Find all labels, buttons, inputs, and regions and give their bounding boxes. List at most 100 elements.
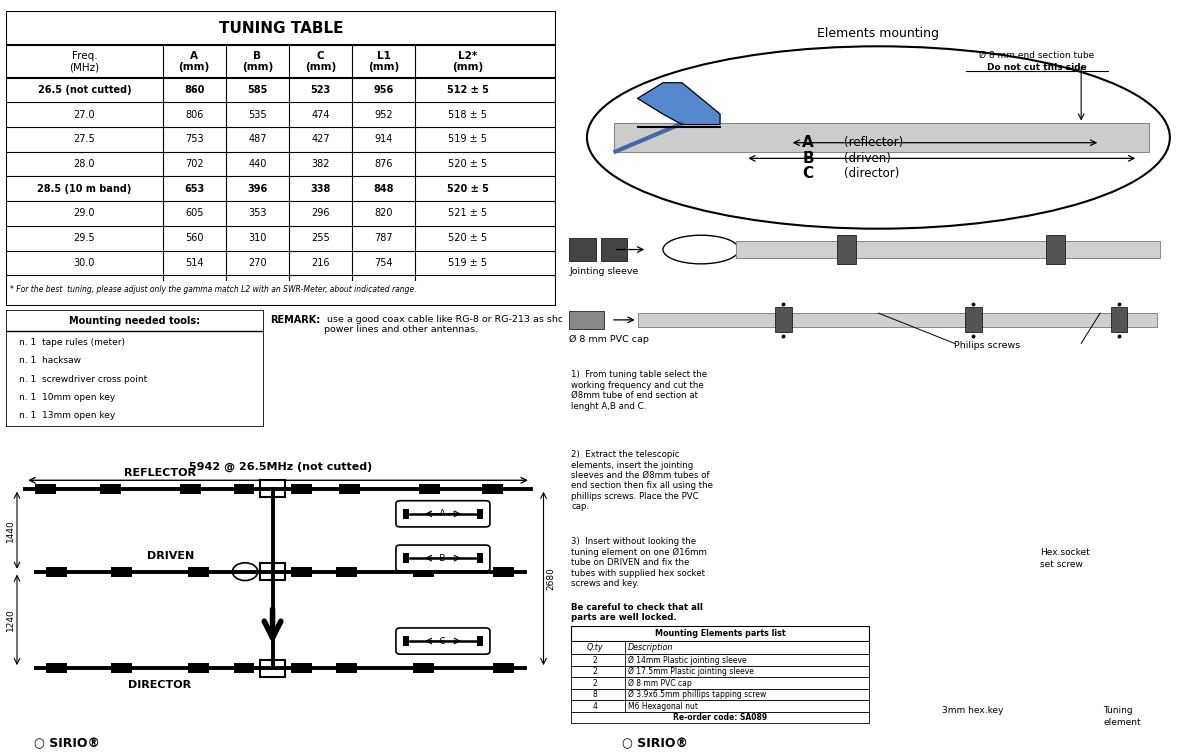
FancyBboxPatch shape <box>402 636 409 646</box>
Circle shape <box>233 562 258 581</box>
FancyBboxPatch shape <box>965 308 982 333</box>
Text: 216: 216 <box>311 258 330 268</box>
FancyBboxPatch shape <box>402 553 409 563</box>
FancyBboxPatch shape <box>110 567 132 577</box>
Text: 28.0: 28.0 <box>73 159 95 169</box>
Text: 952: 952 <box>374 110 394 119</box>
FancyBboxPatch shape <box>188 567 209 577</box>
FancyBboxPatch shape <box>260 563 284 580</box>
Text: L2*
(mm): L2* (mm) <box>452 51 484 73</box>
Text: 535: 535 <box>248 110 266 119</box>
Text: n. 1  screwdriver cross point: n. 1 screwdriver cross point <box>19 374 148 383</box>
Text: 440: 440 <box>248 159 266 169</box>
Ellipse shape <box>662 235 739 264</box>
Text: Re-order code: SA089: Re-order code: SA089 <box>673 713 767 722</box>
Text: M6 Hexagonal nut: M6 Hexagonal nut <box>628 702 698 711</box>
FancyBboxPatch shape <box>396 500 490 527</box>
Text: 512 ± 5: 512 ± 5 <box>446 85 488 95</box>
FancyBboxPatch shape <box>180 484 200 494</box>
Text: A: A <box>803 135 814 150</box>
Text: 26.5 (not cutted): 26.5 (not cutted) <box>37 85 131 95</box>
Text: L1
(mm): L1 (mm) <box>368 51 400 73</box>
Text: 5942 @ 26.5MHz (not cutted): 5942 @ 26.5MHz (not cutted) <box>190 461 372 472</box>
Text: 296: 296 <box>311 209 330 218</box>
FancyBboxPatch shape <box>736 241 1160 258</box>
FancyBboxPatch shape <box>413 567 434 577</box>
Text: C: C <box>803 166 814 181</box>
Text: 653: 653 <box>184 184 204 194</box>
Text: Philips screws: Philips screws <box>954 342 1021 351</box>
Text: 860: 860 <box>184 85 204 95</box>
Text: 820: 820 <box>374 209 394 218</box>
Text: (driven): (driven) <box>844 152 890 165</box>
FancyBboxPatch shape <box>1046 235 1066 264</box>
FancyBboxPatch shape <box>100 484 121 494</box>
Text: (reflector): (reflector) <box>844 136 902 149</box>
Text: use a good coax cable like RG-8 or RG-213 as short as possible to get the best p: use a good coax cable like RG-8 or RG-21… <box>324 314 1178 334</box>
Text: Ø 8 mm PVC cap: Ø 8 mm PVC cap <box>569 335 649 344</box>
Text: 560: 560 <box>185 233 204 243</box>
Text: 3mm hex.key: 3mm hex.key <box>942 706 1003 715</box>
Text: A
(mm): A (mm) <box>179 51 210 73</box>
Text: 518 ± 5: 518 ± 5 <box>448 110 487 119</box>
Text: 27.5: 27.5 <box>73 135 95 144</box>
Text: Q.ty: Q.ty <box>587 643 604 652</box>
FancyBboxPatch shape <box>571 655 869 666</box>
FancyBboxPatch shape <box>558 8 1199 742</box>
FancyBboxPatch shape <box>775 308 792 333</box>
FancyBboxPatch shape <box>476 509 484 519</box>
Text: 914: 914 <box>374 135 394 144</box>
Text: set screw: set screw <box>1040 560 1082 569</box>
FancyBboxPatch shape <box>46 567 67 577</box>
Text: 523: 523 <box>311 85 331 95</box>
Text: * For the best  tuning, please adjust only the gamma match L2 with an SWR-Meter,: * For the best tuning, please adjust onl… <box>11 286 418 295</box>
Text: 848: 848 <box>373 184 394 194</box>
Text: 2: 2 <box>593 679 598 688</box>
Text: Mounting Elements parts list: Mounting Elements parts list <box>655 629 785 638</box>
Text: 514: 514 <box>185 258 204 268</box>
Text: 396: 396 <box>247 184 268 194</box>
Text: n. 1  tape rules (meter): n. 1 tape rules (meter) <box>19 338 125 347</box>
Text: Do not cut this side: Do not cut this side <box>986 63 1087 72</box>
Text: 27.0: 27.0 <box>73 110 95 119</box>
Text: Jointing sleeve: Jointing sleeve <box>569 267 638 276</box>
Text: 2)  Extract the telescopic
elements, insert the jointing
sleeves and the Ø8mm tu: 2) Extract the telescopic elements, inse… <box>571 450 713 511</box>
FancyBboxPatch shape <box>601 238 628 261</box>
Text: 585: 585 <box>247 85 268 95</box>
Text: B: B <box>803 151 814 166</box>
FancyBboxPatch shape <box>336 663 358 673</box>
Text: Ø 3.9x6.5mm phillips tapping screw: Ø 3.9x6.5mm phillips tapping screw <box>628 690 767 699</box>
FancyBboxPatch shape <box>637 313 1157 327</box>
Text: 754: 754 <box>374 258 394 268</box>
Text: n. 1  13mm open key: n. 1 13mm open key <box>19 411 115 420</box>
Text: 605: 605 <box>185 209 204 218</box>
FancyBboxPatch shape <box>46 663 67 673</box>
Text: 310: 310 <box>248 233 266 243</box>
Text: 1)  From tuning table select the
working frequency and cut the
Ø8mm tube of end : 1) From tuning table select the working … <box>571 370 707 411</box>
Text: Ø 8 mm end section tube: Ø 8 mm end section tube <box>979 51 1094 60</box>
Text: 427: 427 <box>311 135 330 144</box>
FancyBboxPatch shape <box>482 484 503 494</box>
FancyBboxPatch shape <box>571 711 869 723</box>
Text: Hex.socket: Hex.socket <box>1040 548 1090 557</box>
Text: 29.5: 29.5 <box>73 233 95 243</box>
FancyBboxPatch shape <box>234 567 254 577</box>
Text: 753: 753 <box>185 135 204 144</box>
Text: C
(mm): C (mm) <box>305 51 336 73</box>
FancyBboxPatch shape <box>476 636 484 646</box>
Text: Freq.
(MHz): Freq. (MHz) <box>70 51 100 73</box>
FancyBboxPatch shape <box>571 666 869 677</box>
FancyBboxPatch shape <box>234 484 254 494</box>
Ellipse shape <box>587 46 1170 229</box>
FancyBboxPatch shape <box>0 428 562 743</box>
Text: ← A →: ← A → <box>430 510 456 519</box>
FancyBboxPatch shape <box>1111 308 1128 333</box>
Text: 28.5 (10 m band): 28.5 (10 m band) <box>37 184 132 194</box>
Text: 521 ± 5: 521 ± 5 <box>448 209 487 218</box>
FancyBboxPatch shape <box>613 123 1148 151</box>
Text: REMARK:: REMARK: <box>270 314 320 324</box>
FancyBboxPatch shape <box>290 484 312 494</box>
Polygon shape <box>637 83 720 125</box>
FancyBboxPatch shape <box>260 659 284 677</box>
Text: 270: 270 <box>248 258 266 268</box>
